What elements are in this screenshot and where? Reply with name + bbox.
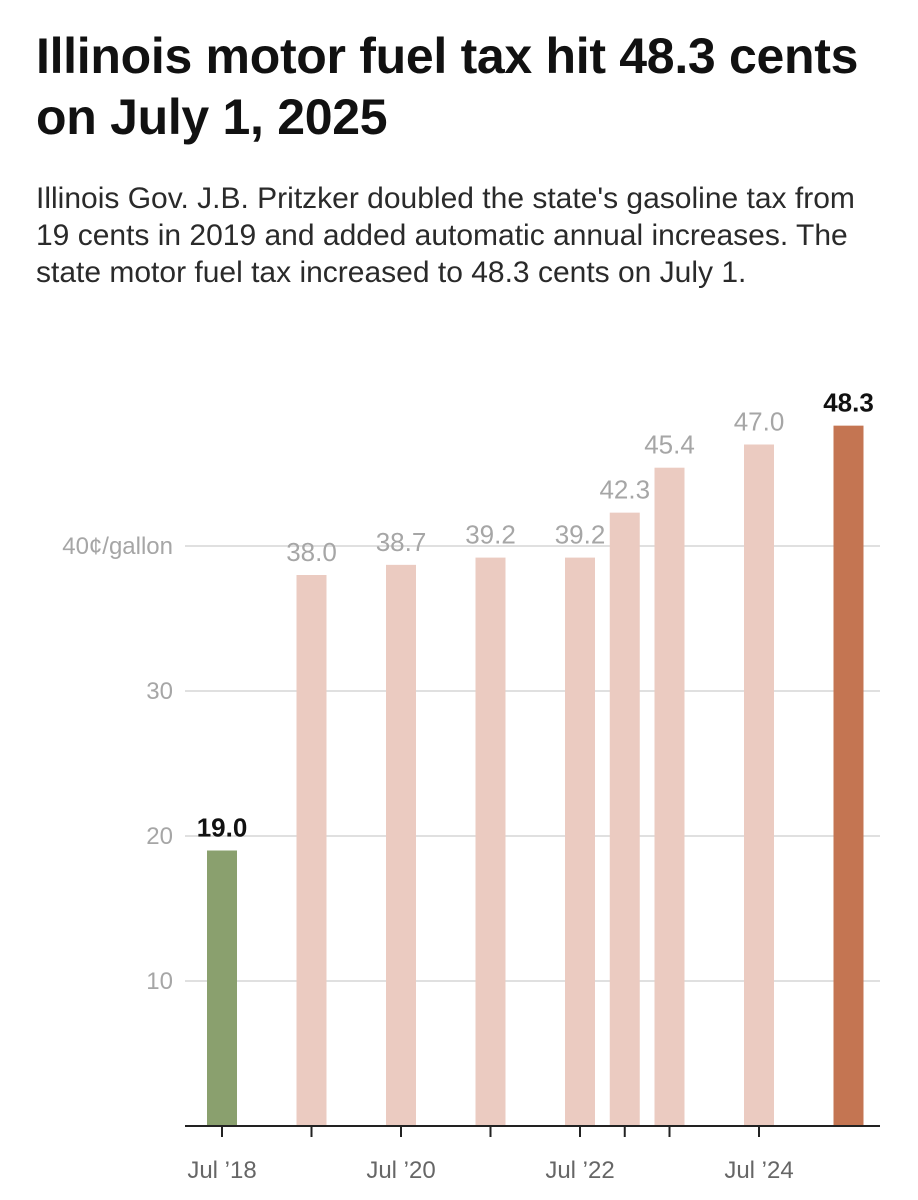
x-axis: Jul ’18 Jul ’20 Jul ’22 Jul ’24 bbox=[185, 1125, 880, 1184]
value-label: 38.0 bbox=[286, 537, 337, 567]
x-tick-label: Jul ’22 bbox=[545, 1157, 614, 1184]
bar bbox=[565, 557, 595, 1126]
value-label: 45.4 bbox=[644, 430, 695, 460]
value-label: 19.0 bbox=[197, 813, 248, 843]
bar bbox=[833, 425, 864, 1126]
chart-subtitle: Illinois Gov. J.B. Pritzker doubled the … bbox=[36, 182, 855, 289]
bar bbox=[207, 850, 237, 1126]
bar bbox=[296, 575, 327, 1126]
bar bbox=[386, 564, 416, 1126]
value-label: 48.3 bbox=[823, 388, 874, 418]
value-label: 42.3 bbox=[599, 475, 650, 505]
y-tick-label: 10 bbox=[146, 968, 173, 995]
value-label: 39.2 bbox=[555, 520, 606, 550]
value-label: 38.7 bbox=[376, 527, 427, 557]
y-tick-label: 40¢/gallon bbox=[62, 533, 173, 560]
x-tick-label: Jul ’18 bbox=[187, 1157, 256, 1184]
gridlines bbox=[185, 545, 880, 982]
bars bbox=[207, 425, 864, 1126]
x-tick-label: Jul ’24 bbox=[724, 1157, 793, 1184]
y-axis-labels: 10 20 30 40¢/gallon bbox=[62, 533, 173, 995]
x-tick-label: Jul ’20 bbox=[366, 1157, 435, 1184]
bar bbox=[609, 512, 640, 1126]
y-tick-label: 30 bbox=[146, 678, 173, 705]
value-label: 39.2 bbox=[465, 520, 516, 550]
bar bbox=[744, 444, 774, 1126]
value-label: 47.0 bbox=[734, 407, 785, 437]
value-labels: 19.0 38.0 38.7 39.2 39.2 42.3 45.4 47.0 48.3 bbox=[197, 388, 874, 843]
bar bbox=[654, 467, 685, 1126]
chart-title: Illinois motor fuel tax hit 48.3 cents o… bbox=[36, 28, 859, 145]
bar bbox=[475, 557, 506, 1126]
y-tick-label: 20 bbox=[146, 823, 173, 850]
